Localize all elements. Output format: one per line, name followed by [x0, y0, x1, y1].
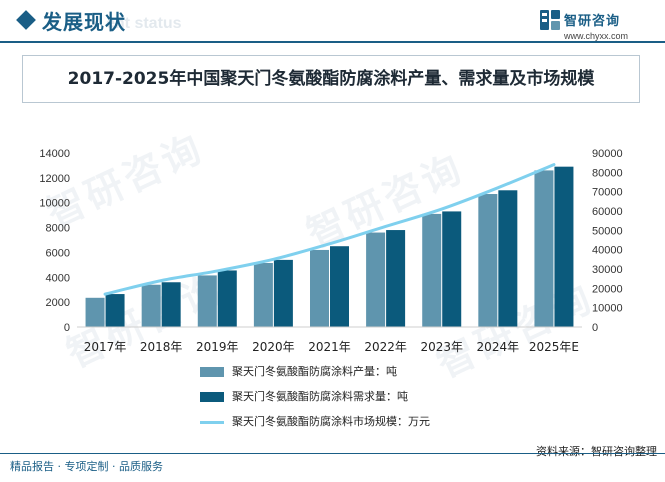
y-left-tick-label: 0 [64, 322, 70, 334]
x-tick-label: 2021年 [308, 340, 351, 354]
legend-label-production: 聚天门冬氨酸酯防腐涂料产量：吨 [232, 365, 397, 378]
y-right-tick-label: 50000 [592, 225, 623, 237]
bar-production [310, 249, 329, 327]
y-right-tick-label: 60000 [592, 206, 623, 218]
y-right-tick-label: 40000 [592, 245, 623, 257]
source-note: 资料来源：智研咨询整理 [536, 445, 657, 458]
bar-demand [161, 282, 181, 327]
y-right-tick-label: 70000 [592, 187, 623, 199]
x-tick-label: 2018年 [140, 340, 183, 354]
bar-demand [105, 294, 125, 327]
x-tick-label: 2025年E [529, 340, 579, 354]
y-right-tick-label: 10000 [592, 303, 623, 315]
section-subtitle: ent status [106, 15, 182, 32]
diamond-icon [16, 10, 36, 30]
bar-demand [442, 211, 462, 327]
chart: 0 2000 4000 6000 8000 10000 12000 14000 0 10000 2… [39, 148, 623, 354]
legend-swatch-market-size [200, 421, 224, 424]
x-tick-label: 2019年 [196, 340, 239, 354]
bar-demand [273, 259, 293, 327]
y-right-tick-label: 0 [592, 322, 598, 334]
section-header: ent status 发展现状 智研咨询 www.chyxx.com [0, 0, 665, 43]
bar-production [534, 170, 554, 327]
bar-production [253, 262, 273, 327]
brand-logo: 智研咨询 www.chyxx.com [539, 9, 649, 43]
x-tick-label: 2023年 [420, 340, 463, 354]
bar-production [366, 232, 386, 327]
brand-icon [540, 10, 560, 30]
y-left-tick-label: 6000 [46, 247, 70, 259]
y-left-tick-label: 14000 [39, 148, 70, 160]
bar-demand [554, 166, 574, 327]
legend-label-market-size: 聚天门冬氨酸酯防腐涂料市场规模：万元 [232, 415, 430, 428]
header-divider [0, 41, 665, 43]
bar-demand [217, 270, 237, 327]
brand-name: 智研咨询 [564, 14, 621, 29]
brand-url: www.chyxx.com [564, 31, 629, 41]
bar-demand [330, 246, 349, 327]
line-market-size [103, 163, 556, 296]
chart-title: 2017-2025年中国聚天门冬氨酸酯防腐涂料产量、需求量及市场规模 [22, 55, 640, 103]
bar-production [197, 275, 217, 327]
y-right-tick-label: 30000 [592, 264, 623, 276]
x-tick-label: 2022年 [364, 340, 407, 354]
y-left-tick-label: 12000 [39, 173, 70, 185]
y-left-tick-label: 4000 [46, 272, 70, 284]
legend-swatch-demand [200, 392, 224, 402]
bar-demand [386, 230, 406, 327]
x-tick-label: 2020年 [252, 340, 295, 354]
bar-production [141, 284, 161, 327]
y-left-tick-label: 2000 [46, 297, 70, 309]
footer-slogan: 精品报告 · 专项定制 · 品质服务 [10, 460, 163, 473]
x-tick-label: 2017年 [84, 340, 127, 354]
bar-production [85, 297, 105, 327]
y-left-tick-label: 10000 [39, 198, 70, 210]
y-left-tick-label: 8000 [46, 223, 70, 235]
footer: 精品报告 · 专项定制 · 品质服务 [0, 453, 665, 482]
y-right-tick-label: 90000 [592, 148, 623, 160]
legend-swatch-production [200, 367, 224, 377]
y-right-tick-label: 80000 [592, 167, 623, 179]
y-right-tick-label: 20000 [592, 283, 623, 295]
legend-label-demand: 聚天门冬氨酸酯防腐涂料需求量：吨 [232, 390, 408, 403]
bar-demand [498, 190, 518, 327]
x-tick-label: 2024年 [477, 340, 520, 354]
bar-production [422, 213, 442, 327]
footer-divider [0, 453, 665, 454]
bar-production [478, 194, 498, 327]
section-title: 发展现状 [42, 10, 126, 34]
